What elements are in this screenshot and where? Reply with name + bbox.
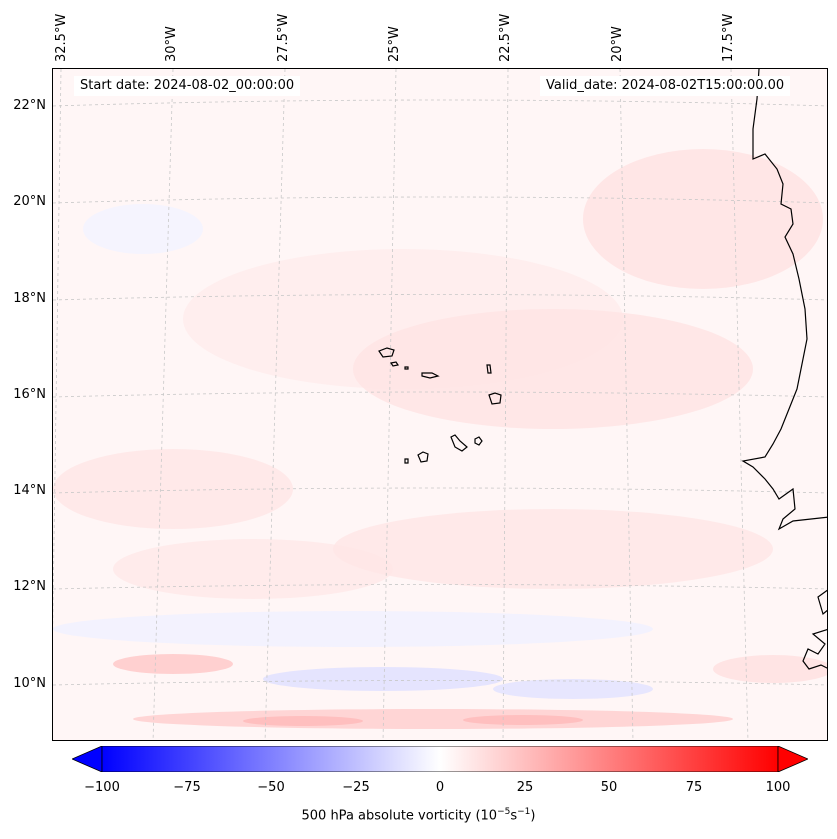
gridlines [53, 69, 827, 740]
lat-label-10n: 10°N [13, 676, 46, 691]
lat-label-14n: 14°N [13, 483, 46, 498]
lon-label-20w: 20°W [610, 26, 625, 62]
colorbar-tick: 100 [765, 780, 791, 795]
colorbar-body [101, 746, 779, 772]
start-date-label: Start date: 2024-08-02_00:00:00 [74, 76, 301, 96]
lat-label-18n: 18°N [13, 291, 46, 306]
colorbar-tick: 25 [516, 780, 534, 795]
cape-verde-islands [378, 347, 502, 464]
lon-label-32-5w: 32.5°W [54, 13, 69, 62]
colorbar-tick: −50 [257, 780, 285, 795]
colorbar-label-end: ) [530, 808, 536, 824]
africa-coastline [741, 69, 827, 670]
lat-label-12n: 12°N [13, 579, 46, 594]
colorbar-tick: 0 [435, 780, 445, 795]
map-panel [52, 68, 828, 741]
colorbar-tick: 50 [600, 780, 618, 795]
colorbar [72, 746, 808, 772]
colorbar-tick: 75 [685, 780, 703, 795]
vorticity-map [53, 69, 827, 740]
colorbar-label: 500 hPa absolute vorticity (10−5s−1) [0, 807, 837, 823]
colorbar-tick: −100 [84, 780, 120, 795]
lon-label-22-5w: 22.5°W [498, 13, 513, 62]
vorticity-field [53, 149, 827, 729]
lon-label-30w: 30°W [164, 26, 179, 62]
colorbar-label-exp1: −5 [497, 807, 511, 817]
lon-label-27-5w: 27.5°W [276, 13, 291, 62]
colorbar-label-exp2: −1 [517, 807, 531, 817]
lat-label-22n: 22°N [13, 98, 46, 113]
colorbar-label-mid: s [510, 808, 518, 824]
colorbar-label-main: 500 hPa absolute vorticity (10 [301, 808, 498, 824]
lat-label-20n: 20°N [13, 194, 46, 209]
lon-label-25w: 25°W [387, 26, 402, 62]
colorbar-high-extend [777, 746, 808, 772]
colorbar-tick: −25 [342, 780, 370, 795]
lat-label-16n: 16°N [13, 387, 46, 402]
valid-date-label: Valid_date: 2024-08-02T15:00:00.00 [540, 76, 791, 96]
colorbar-low-extend [72, 746, 103, 772]
lon-label-17-5w: 17.5°W [721, 13, 736, 62]
colorbar-tick: −75 [173, 780, 201, 795]
